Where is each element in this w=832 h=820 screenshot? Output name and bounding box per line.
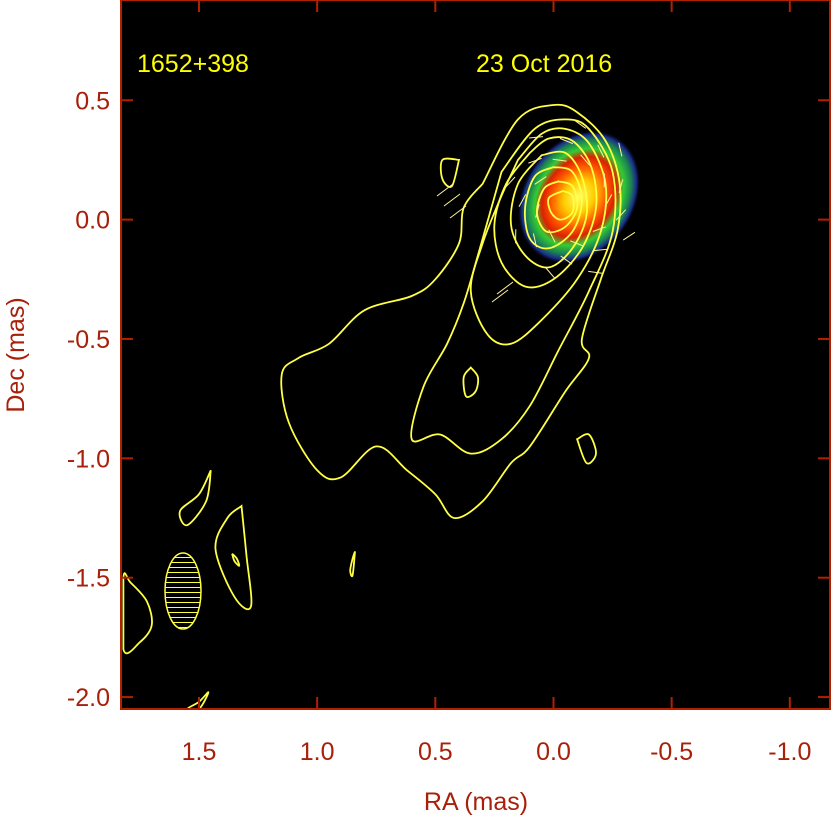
contour-level-64 — [535, 180, 579, 234]
source-label: 1652+398 — [137, 50, 249, 78]
contour-level-8 — [493, 136, 598, 289]
y-tick-label: -1.0 — [67, 445, 110, 473]
x-tick-label: 1.5 — [182, 738, 217, 766]
polarization-tick — [518, 194, 527, 207]
polarization-tick — [560, 255, 573, 265]
y-tick-label: -1.5 — [67, 565, 110, 593]
x-tick-label: 0.5 — [418, 738, 453, 766]
beam-ellipse — [164, 552, 202, 630]
contour-level-128 — [547, 189, 575, 221]
polarization-tick — [544, 266, 555, 279]
polarization-tick — [491, 289, 509, 303]
contours-layer — [122, 103, 622, 709]
contour-island-3 — [575, 433, 597, 465]
polarization-tick — [604, 194, 613, 207]
contour-level-1 — [280, 103, 622, 519]
y-tick-label: -2.0 — [67, 684, 110, 712]
y-axis-ticks: 0.5 0.0 -0.5 -1.0 -1.5 -2.0 — [67, 87, 830, 712]
contour-level-2 — [410, 118, 617, 455]
contour-level-16 — [509, 150, 588, 269]
plot-area — [122, 103, 641, 709]
contour-level-4 — [469, 127, 608, 346]
polarization-tick — [574, 119, 587, 129]
polarization-tick — [505, 176, 516, 188]
polarization-tick — [570, 240, 584, 247]
plot-frame — [120, 0, 831, 710]
polarization-tick — [618, 179, 624, 194]
contour-island-7 — [349, 551, 356, 578]
x-tick-label: 1.0 — [300, 738, 335, 766]
polarization-vectors — [436, 119, 636, 303]
polarization-tick — [580, 154, 591, 166]
contour-island-9 — [186, 691, 210, 709]
polarization-tick — [528, 157, 542, 164]
y-axis-title: Dec (mas) — [2, 297, 30, 412]
polarization-tick — [548, 229, 556, 243]
polarization-tick — [559, 137, 574, 145]
polarization-tick — [496, 281, 514, 295]
contour-island-1 — [439, 157, 461, 188]
x-axis-title: RA (mas) — [424, 788, 528, 816]
contour-island-5 — [214, 504, 253, 611]
polarization-tick — [593, 248, 608, 252]
date-label: 23 Oct 2016 — [476, 50, 612, 78]
polarization-tick — [622, 231, 636, 241]
polarization-tick — [532, 233, 537, 248]
x-axis-ticks: 1.5 1.0 0.5 0.0 -0.5 -1.0 — [182, 0, 811, 766]
plot-background — [121, 0, 830, 709]
polarization-tick — [552, 158, 567, 162]
contour-island-6 — [231, 553, 241, 567]
polarization-tick — [588, 270, 603, 274]
x-tick-label: 0.0 — [536, 738, 571, 766]
x-tick-label: -0.5 — [650, 738, 693, 766]
polarization-tick — [534, 176, 547, 185]
polarization-tick — [443, 193, 461, 207]
polarization-tick — [449, 205, 467, 219]
contour-level-32 — [524, 166, 583, 250]
polarization-tick — [618, 142, 623, 157]
polarization-tick — [529, 136, 544, 139]
contour-island-8 — [122, 572, 153, 655]
contour-island-2 — [462, 366, 480, 398]
polarization-tick — [615, 209, 627, 221]
x-tick-label: -1.0 — [768, 738, 811, 766]
polarization-tick — [535, 203, 540, 218]
polarization-tick — [436, 183, 454, 197]
polarization-tick — [597, 144, 605, 158]
y-tick-label: 0.5 — [75, 87, 110, 115]
polarization-tick — [592, 226, 607, 232]
contour-island-4 — [178, 469, 212, 527]
y-tick-label: -0.5 — [67, 326, 110, 354]
y-tick-label: 0.0 — [75, 207, 110, 235]
